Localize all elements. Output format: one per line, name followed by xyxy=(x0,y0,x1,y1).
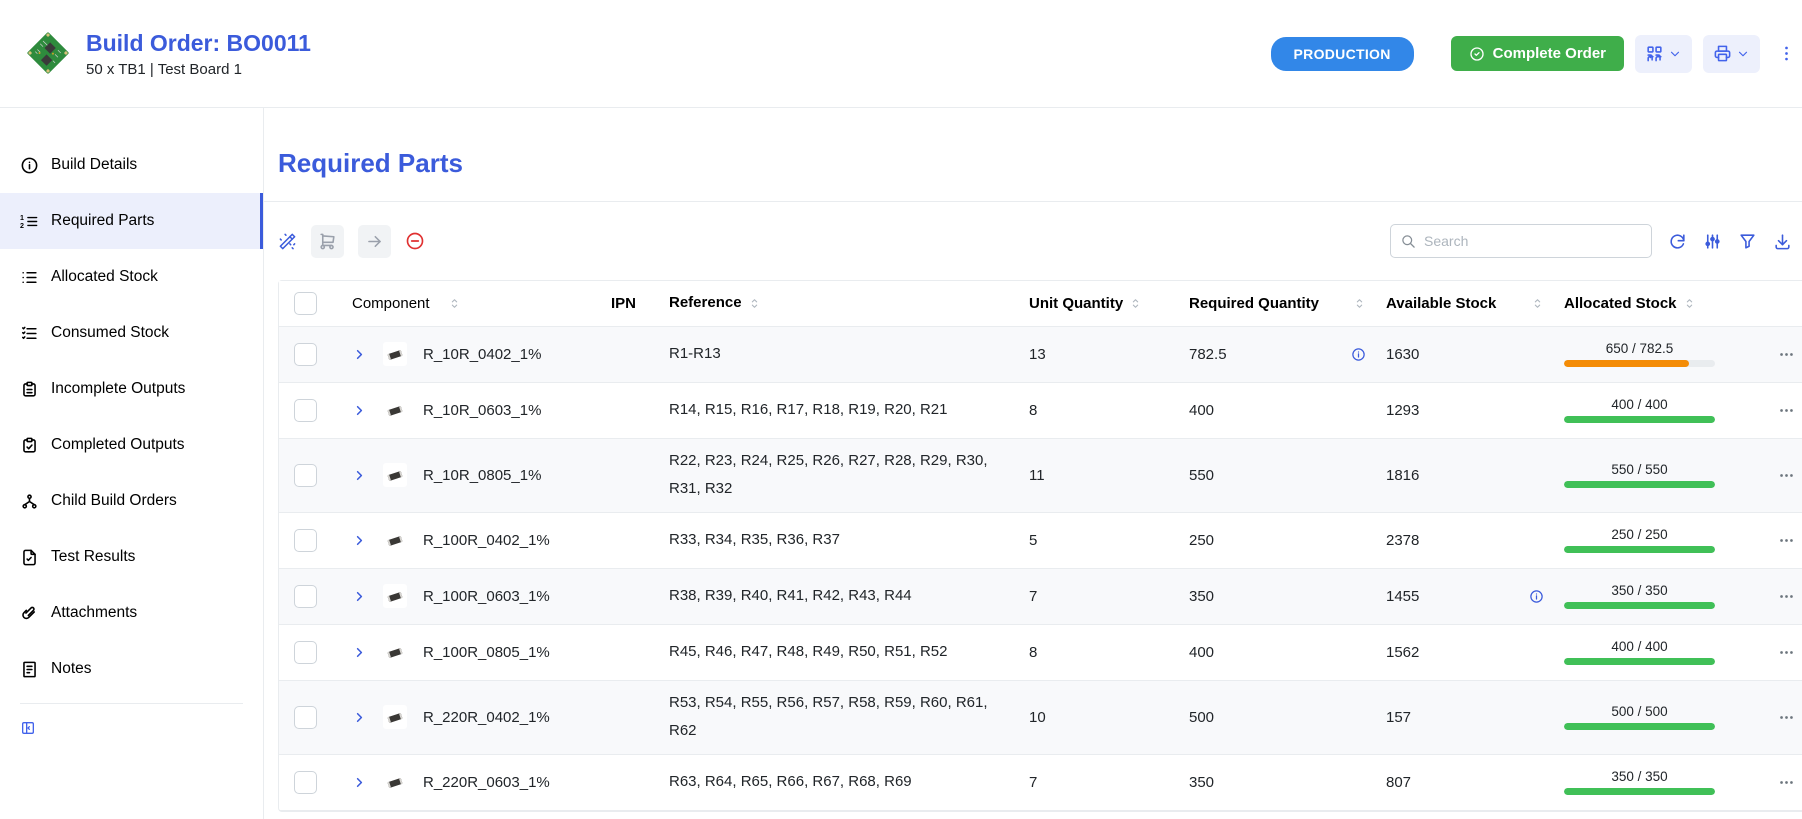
svg-text:2: 2 xyxy=(20,221,24,229)
svg-text:1: 1 xyxy=(20,213,24,221)
